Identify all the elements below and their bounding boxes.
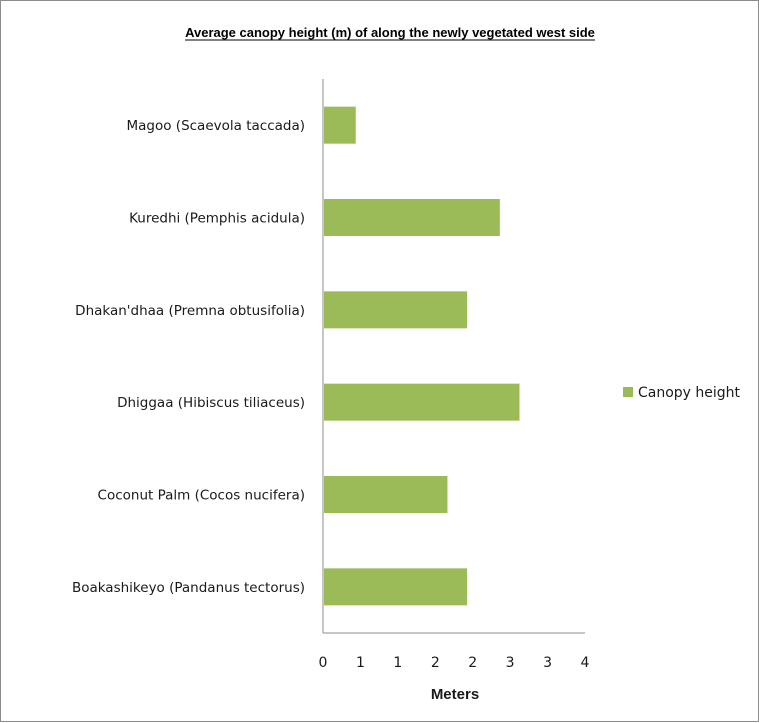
chart-title-group: Average canopy height (m) of along the n… [185,25,595,41]
x-tick-label: 1 [356,655,365,671]
category-label: Dhakan'dhaa (Premna obtusifolia) [75,303,305,319]
bar [324,106,356,144]
legend: Canopy height [623,385,741,401]
category-label: Magoo (Scaevola taccada) [127,118,306,134]
x-tick-label: 1 [393,655,402,671]
bar [324,199,500,236]
axes [322,79,585,634]
x-tick-label: 3 [506,655,515,671]
legend-swatch [623,387,633,397]
chart-title: Average canopy height (m) of along the n… [185,25,595,40]
category-labels: Boakashikeyo (Pandanus tectorus) Coconut … [72,118,305,596]
x-axis-title: Meters [431,686,479,703]
legend-label: Canopy height [638,385,741,401]
x-tick-label: 3 [543,655,552,671]
bar [324,476,448,513]
category-label: Boakashikeyo (Pandanus tectorus) [72,580,305,596]
bar [324,568,468,606]
category-label: Coconut Palm (Cocos nucifera) [98,488,305,504]
bar [324,291,468,329]
x-tick-label: 0 [319,655,328,671]
bar [324,383,520,421]
x-tick-label: 4 [581,655,590,671]
x-tick-label: 2 [468,655,477,671]
category-label: Dhiggaa (Hibiscus tiliaceus) [117,395,305,411]
category-label: Kuredhi (Pemphis acidula) [129,211,305,227]
x-tick-label: 2 [431,655,440,671]
x-tick-labels: 0 1 1 2 2 3 3 4 [319,655,590,671]
bars-group [324,106,520,606]
